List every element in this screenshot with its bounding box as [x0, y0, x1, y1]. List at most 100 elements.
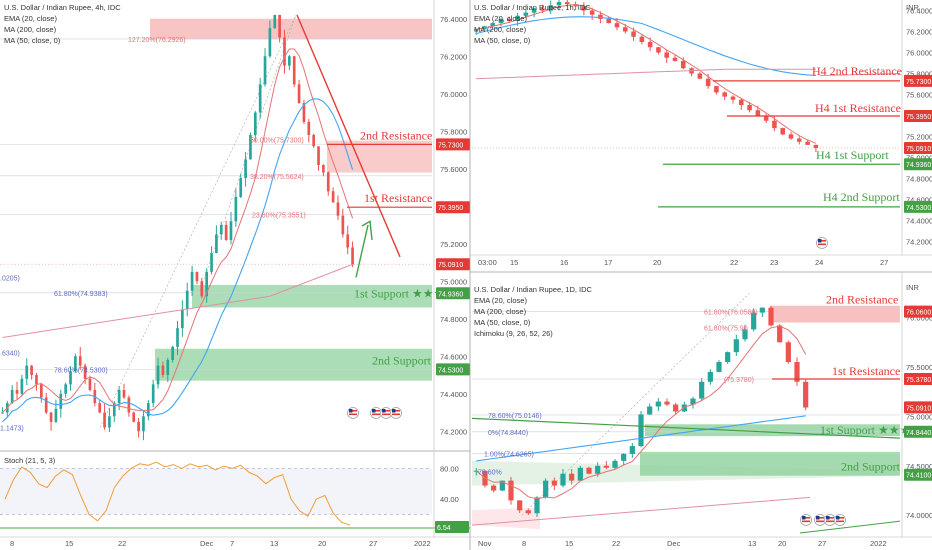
panel-4h-date-tick: 8 [10, 539, 14, 548]
annotation-daily-first-resistance: 1st Resistance [832, 364, 900, 378]
h4-candle [336, 202, 340, 216]
ema-line [475, 325, 807, 500]
annotation-h4-first-resistance: H4 1st Resistance [815, 101, 901, 115]
d1-candle [681, 404, 687, 412]
downtrend-line [296, 14, 401, 258]
h4-candle [268, 28, 272, 57]
d1-candle [534, 497, 540, 514]
panel-4h-date-tick: 27 [369, 539, 377, 548]
ma200-line [2, 263, 353, 338]
h1-candle [606, 18, 611, 24]
panel-1d-legend-item: Ichimoku (9, 26, 52, 26) [474, 329, 553, 338]
d1-candle [725, 352, 731, 363]
h1-candle [507, 18, 512, 21]
h4-flag-canton [392, 409, 396, 413]
panel-4h: 2nd Resistance 1st Resistance 1st Support … [0, 0, 470, 548]
panel-4h-date-tick: 15 [65, 539, 73, 548]
d1-candle [629, 446, 635, 454]
d1-flag-stripe [826, 517, 834, 519]
d1-candle [508, 480, 514, 501]
panel-1h-legend-item: EMA (20, close) [474, 14, 527, 23]
panel-1d-price-tag: 75.0910 [906, 405, 931, 412]
panel-1h-price-tag: 75.0910 [906, 146, 931, 153]
d1-flag-stripe [836, 520, 844, 523]
panel-1d-price-tag-bg [904, 425, 932, 438]
h4-candle [181, 309, 184, 329]
daily-fib-label: 78.60% [478, 470, 502, 477]
second-support-zone [155, 348, 432, 381]
daily-first-support-zone [645, 424, 900, 437]
h4-flag-stripe [349, 413, 357, 416]
d1-candle [499, 480, 505, 491]
h1-candle [747, 105, 752, 111]
fib-label: 61.80%(74.9383) [54, 291, 108, 298]
h4-candle [200, 281, 204, 297]
h4-flag-stripe [372, 410, 380, 412]
panel-1h-date-tick: 17 [604, 258, 612, 267]
d1-flag-canton [826, 516, 830, 520]
h1-candle [540, 8, 545, 11]
panel-4h-price-tag-bg [436, 258, 470, 271]
h1-candle [681, 60, 686, 69]
h4-candle [44, 397, 48, 413]
h1-candle [722, 92, 727, 97]
d1-candle [803, 381, 809, 408]
panel-4h-price-tick: 75.6000 [440, 165, 467, 174]
panel-1d-price-tag: 75.3780 [906, 377, 931, 384]
h4-candle [10, 390, 14, 404]
panel-1h-price-tick: 74.6000 [906, 196, 932, 205]
d1-candle [638, 414, 644, 447]
fib-diagonal [99, 14, 297, 428]
h4-flag-canton [382, 409, 386, 413]
panel-1h-price-tick: 75.0000 [906, 154, 932, 163]
h1-candle [498, 18, 504, 24]
h4-candle [205, 271, 209, 297]
panel-1d-price-tick: 74.5000 [906, 462, 932, 471]
panel-4h-title: U.S. Dollar / Indian Rupee, 4h, IDC [4, 3, 121, 12]
panel-4h-date-tick: 20 [318, 539, 326, 548]
panel-1d-date-tick: 22 [612, 539, 620, 548]
daily-fib-label: (75.3780) [724, 377, 754, 384]
d1-flag-stripe [802, 520, 810, 523]
h4-flag-canton [349, 409, 353, 413]
panel-1d-date-tick: 27 [818, 539, 826, 548]
d1-flag-stripe [836, 517, 844, 519]
panel-4h-price-tick: 76.2000 [440, 52, 467, 61]
panel-4h-price-tag-bg [436, 138, 470, 151]
h4-candle [302, 103, 306, 122]
h4-candle [341, 215, 345, 235]
d1-candle [794, 362, 800, 382]
panel-1h-price-tick: 76.4000 [906, 7, 932, 16]
h4-candle [132, 412, 136, 422]
panel-1h-price-tick: 76.0000 [906, 49, 932, 58]
h4-candle [78, 356, 82, 366]
h4-candle [20, 378, 24, 394]
panel-1d-date-tick: 2022 [870, 539, 887, 548]
d1-candle [560, 473, 566, 486]
panel-1h-date-tick: 15 [510, 258, 518, 267]
panel-4h-price-tag-bg [436, 363, 470, 376]
h4-candle [351, 247, 354, 265]
h4-candle [30, 365, 33, 375]
panel-1h-price-tick: 76.2000 [906, 28, 932, 37]
stoch-tick: 80.00 [440, 464, 459, 473]
stoch-value-tag-bg [435, 520, 469, 533]
fib-label: 127.20%(76.2926) [128, 37, 186, 44]
h4-candle [151, 384, 155, 404]
h1-candle [515, 15, 520, 21]
panel-1h-price-tag-bg [904, 110, 932, 123]
panel-1h-price-tag-bg [904, 141, 932, 154]
panel-1h-legend-item: MA (50, close, 0) [474, 36, 531, 45]
d1-candle [595, 465, 601, 474]
panel-1d-price-tick: 74.0000 [906, 511, 932, 520]
panel-1d-price-tag: 76.0600 [906, 310, 931, 317]
d1-candle [586, 467, 592, 474]
panel-1d-price-tick: 76.0000 [906, 314, 932, 323]
h4-candle [64, 384, 67, 394]
d1-flag-stripe [802, 517, 810, 519]
h4-candle [317, 146, 320, 165]
daily-second-resistance-zone [770, 305, 900, 323]
panel-1h-legend-item: MA (200, close) [474, 25, 527, 34]
panel-4h-date-tick: Dec [200, 539, 214, 548]
ma200-line [476, 68, 816, 80]
